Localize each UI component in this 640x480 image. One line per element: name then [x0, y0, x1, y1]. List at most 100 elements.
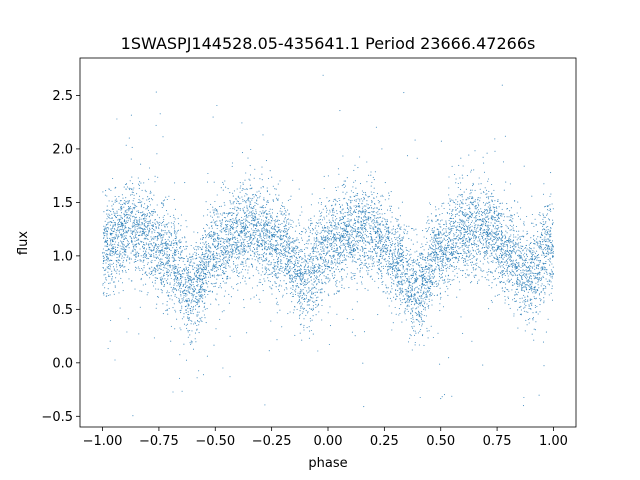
data-point [504, 299, 506, 301]
data-point [327, 274, 329, 276]
data-point [247, 209, 249, 211]
data-point [179, 239, 181, 241]
data-point [278, 229, 280, 231]
data-point [416, 313, 418, 315]
data-point [452, 270, 454, 272]
data-point [335, 203, 337, 205]
data-point [203, 243, 205, 245]
data-point [456, 230, 458, 232]
data-point [105, 295, 107, 297]
data-point [449, 279, 451, 281]
data-point [438, 284, 440, 286]
data-point [403, 231, 405, 233]
data-point [422, 266, 424, 268]
data-point [208, 244, 210, 246]
data-point [499, 265, 501, 267]
data-point [248, 235, 250, 237]
data-point [182, 246, 185, 248]
data-point [299, 324, 301, 326]
data-point [485, 224, 487, 226]
data-point [484, 209, 487, 211]
data-point [111, 200, 113, 202]
data-point [466, 204, 468, 207]
data-point [238, 258, 240, 260]
data-point [168, 236, 170, 238]
data-point [350, 253, 352, 255]
data-point [262, 186, 264, 188]
data-point [313, 275, 316, 277]
data-point [105, 229, 108, 231]
data-point [438, 231, 440, 233]
data-point [296, 308, 298, 310]
data-point [381, 213, 383, 215]
data-point [379, 223, 382, 225]
data-point [429, 282, 431, 284]
data-point [548, 247, 551, 250]
data-point [531, 302, 533, 304]
data-point [181, 249, 183, 251]
data-point [214, 267, 216, 269]
data-point [286, 288, 288, 290]
data-point [549, 257, 551, 259]
data-point [426, 295, 428, 297]
data-point [126, 230, 128, 232]
data-point [456, 272, 458, 274]
data-point [300, 284, 302, 286]
data-point [466, 225, 468, 227]
data-point [391, 240, 393, 242]
data-point [423, 308, 425, 310]
data-point [305, 295, 308, 297]
data-point [548, 272, 550, 274]
data-point [345, 202, 347, 204]
data-point [183, 294, 185, 297]
data-point [485, 189, 488, 191]
data-point [452, 199, 454, 201]
data-point [487, 226, 489, 228]
data-point [215, 240, 217, 242]
data-point [455, 238, 457, 240]
data-point [342, 261, 344, 264]
data-point [142, 261, 144, 263]
data-point [386, 291, 388, 293]
data-point [517, 215, 520, 217]
data-point [477, 198, 479, 200]
data-point [167, 265, 169, 267]
data-point [535, 224, 537, 226]
data-point [245, 202, 247, 204]
data-point [329, 245, 332, 247]
data-point [178, 297, 180, 299]
data-point [289, 243, 291, 245]
data-point [546, 272, 548, 274]
data-point [269, 193, 271, 195]
data-point [475, 212, 477, 214]
data-point [312, 307, 314, 309]
data-point [143, 247, 145, 249]
data-point [548, 240, 551, 242]
data-point [327, 250, 329, 252]
data-point [293, 255, 296, 257]
data-point [196, 284, 198, 287]
data-point [468, 244, 470, 246]
data-point [440, 248, 442, 250]
data-point [104, 239, 107, 241]
data-point [471, 196, 473, 198]
data-point [248, 239, 250, 241]
data-point [536, 267, 538, 269]
data-point [239, 187, 241, 189]
data-point [426, 241, 428, 243]
data-point [209, 234, 211, 236]
data-point [371, 263, 373, 265]
data-point [476, 246, 478, 248]
data-point [347, 233, 349, 236]
data-point [540, 269, 542, 271]
data-point [147, 252, 149, 254]
data-point [354, 180, 356, 182]
data-point [179, 287, 181, 289]
data-point [134, 218, 136, 220]
data-point [448, 219, 450, 221]
data-point [289, 253, 291, 255]
data-point [262, 134, 264, 136]
data-point [335, 199, 337, 201]
data-point [534, 288, 536, 291]
data-point [116, 261, 118, 263]
